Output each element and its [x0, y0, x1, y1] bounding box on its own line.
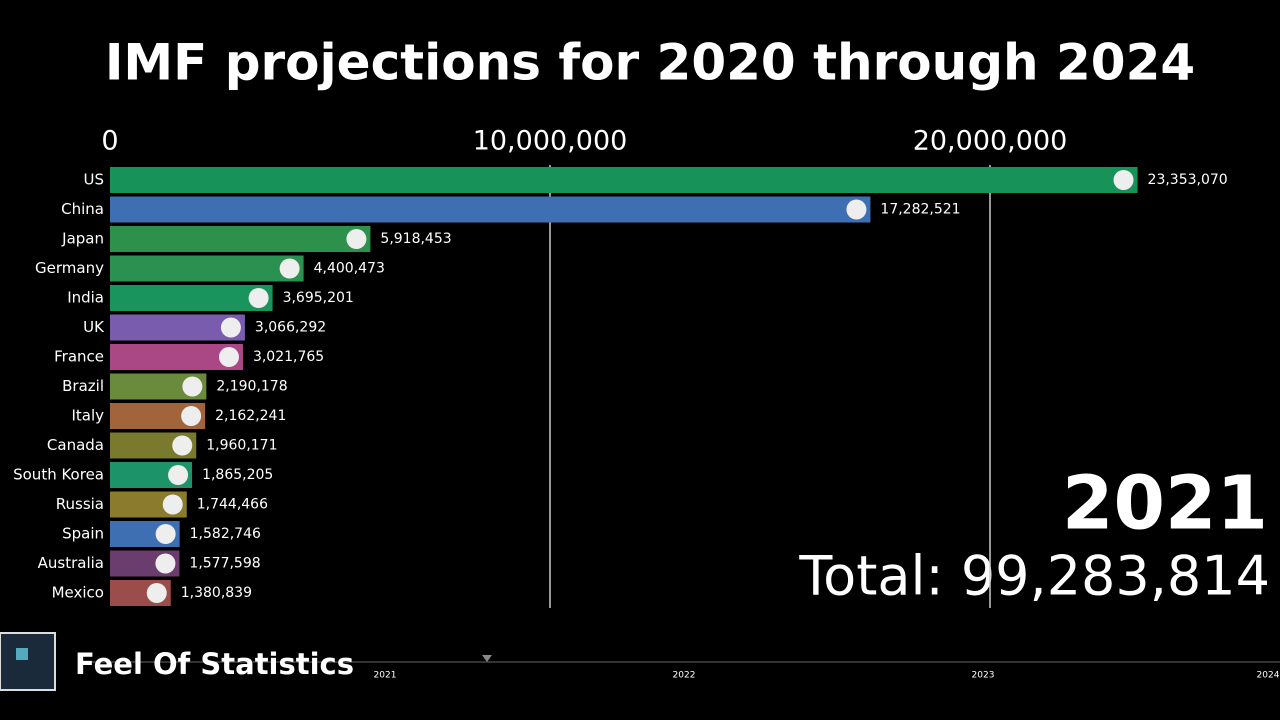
- value-label: 3,066,292: [255, 320, 326, 336]
- flag-icon: [218, 347, 239, 367]
- y-tick-label: Brazil: [62, 377, 104, 395]
- channel-name: Feel Of Statistics: [75, 647, 354, 681]
- y-tick-label: Spain: [62, 525, 104, 543]
- x-tick-label: 20,000,000: [913, 126, 1068, 157]
- value-label: 3,021,765: [253, 349, 324, 365]
- timeline-label: 2023: [972, 671, 995, 681]
- y-tick-label: Germany: [35, 259, 104, 277]
- channel-logo: [0, 632, 56, 691]
- value-label: 1,380,839: [181, 585, 252, 601]
- value-label: 1,582,746: [190, 526, 261, 542]
- bar: [110, 167, 1138, 193]
- bar: [110, 285, 273, 311]
- flag-icon: [181, 406, 202, 426]
- x-tick-label: 10,000,000: [473, 126, 628, 157]
- flag-icon: [162, 494, 183, 515]
- logo-mark: [16, 648, 28, 660]
- bar: [110, 226, 371, 252]
- chart-title: IMF projections for 2020 through 2024: [105, 34, 1195, 92]
- timeline-marker[interactable]: [482, 655, 492, 662]
- timeline-label: 2024: [1257, 671, 1280, 681]
- year-label: 2021: [1062, 461, 1268, 547]
- value-label: 5,918,453: [380, 231, 451, 247]
- flag-icon: [248, 288, 269, 308]
- flag-icon: [155, 524, 176, 544]
- y-tick-label: France: [54, 348, 104, 366]
- y-tick-label: UK: [83, 318, 105, 336]
- y-tick-label: Italy: [71, 407, 104, 425]
- flag-icon: [182, 376, 203, 397]
- x-tick-label: 0: [101, 126, 118, 157]
- flag-icon: [279, 258, 300, 279]
- value-label: 17,282,521: [880, 202, 960, 218]
- y-tick-label: South Korea: [13, 466, 104, 484]
- flag-icon: [220, 317, 241, 338]
- value-label: 1,577,598: [189, 556, 260, 572]
- y-tick-label: US: [83, 171, 104, 189]
- y-tick-label: Japan: [61, 230, 104, 248]
- value-label: 23,353,070: [1148, 172, 1228, 188]
- value-label: 3,695,201: [283, 290, 354, 306]
- flag-icon: [346, 229, 367, 249]
- bar: [110, 255, 304, 282]
- flag-icon: [155, 553, 176, 574]
- value-label: 1,960,171: [206, 438, 277, 454]
- y-tick-label: Canada: [47, 436, 104, 454]
- y-tick-label: Mexico: [52, 584, 104, 602]
- flag-icon: [146, 583, 167, 603]
- flag-icon: [1113, 170, 1134, 190]
- value-label: 4,400,473: [314, 261, 385, 277]
- total-label: Total: 99,283,814: [798, 545, 1270, 608]
- timeline-label: 2021: [374, 671, 397, 681]
- y-tick-label: China: [61, 200, 104, 218]
- timeline-label: 2022: [673, 671, 696, 681]
- value-label: 2,190,178: [216, 379, 287, 395]
- y-tick-label: Russia: [56, 495, 104, 513]
- y-tick-label: India: [67, 289, 104, 307]
- flag-icon: [172, 435, 193, 456]
- value-label: 2,162,241: [215, 408, 286, 424]
- bar: [110, 196, 871, 223]
- flag-icon: [168, 465, 189, 485]
- y-tick-label: Australia: [38, 554, 104, 572]
- value-label: 1,744,466: [197, 497, 268, 513]
- value-label: 1,865,205: [202, 467, 273, 483]
- flag-icon: [846, 199, 867, 220]
